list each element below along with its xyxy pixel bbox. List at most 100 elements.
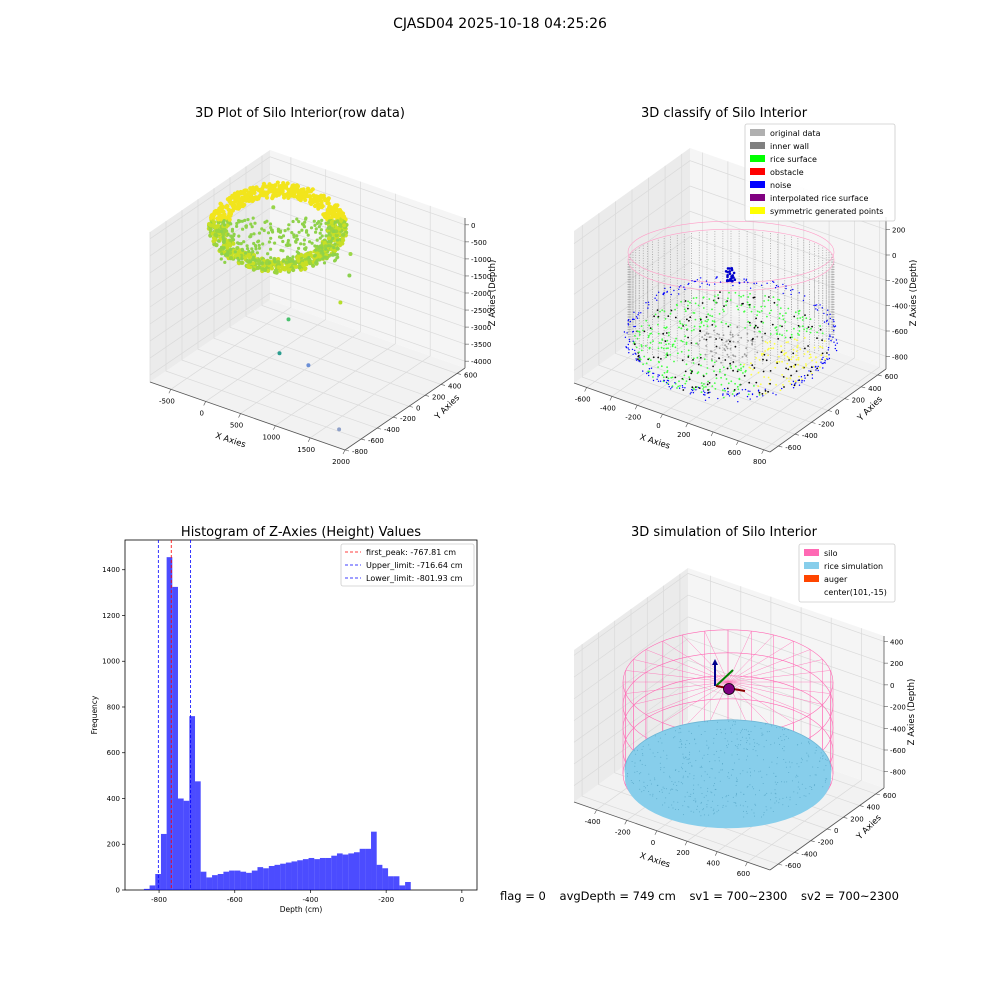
- surface-point: [724, 349, 727, 352]
- data-point: [225, 204, 230, 209]
- rice-mesh-point: [718, 756, 720, 758]
- data-point: [295, 250, 299, 254]
- noise-point: [633, 318, 635, 321]
- x-tick-label: -400: [600, 404, 616, 412]
- data-point: [310, 187, 315, 192]
- data-point: [332, 229, 336, 234]
- rice-mesh-point: [641, 748, 643, 750]
- x-axis-label: X Axies: [638, 433, 671, 452]
- surface-point: [708, 382, 711, 384]
- surface-point: [704, 334, 706, 336]
- surface-point: [680, 327, 683, 329]
- silo-wire: [727, 634, 774, 683]
- data-point: [287, 193, 292, 198]
- surface-point: [661, 339, 664, 341]
- surface-point: [713, 370, 715, 373]
- y-tick-label: -600: [785, 862, 801, 870]
- rice-mesh-point: [697, 784, 699, 786]
- data-point: [268, 261, 272, 265]
- x-tick-mark: [710, 431, 714, 437]
- noise-point: [670, 293, 672, 296]
- noise-point: [638, 360, 640, 362]
- rice-mesh-point: [660, 756, 662, 758]
- rice-mesh-point: [649, 748, 651, 750]
- data-point: [286, 238, 290, 243]
- surface-point: [760, 305, 763, 308]
- legend-swatch: [750, 168, 765, 175]
- x-tick-label: 500: [230, 422, 243, 430]
- surface-point: [785, 377, 788, 380]
- rice-mesh-point: [689, 773, 691, 775]
- noise-point: [701, 282, 703, 284]
- grid-line-y: [165, 221, 362, 440]
- data-point: [253, 221, 257, 225]
- rice-mesh-point: [718, 760, 720, 762]
- rice-mesh-point: [741, 728, 743, 730]
- surface-point: [727, 325, 730, 328]
- rice-mesh-point: [673, 783, 674, 785]
- y-tick-mark: [440, 384, 446, 386]
- rice-mesh-point: [684, 800, 686, 802]
- data-point: [291, 259, 296, 264]
- surface-point: [761, 339, 764, 342]
- noise-point: [811, 377, 814, 379]
- silo-wire: [625, 681, 729, 694]
- rice-mesh-point: [631, 761, 633, 762]
- rice-mesh-point: [695, 760, 697, 762]
- surface-point: [720, 376, 722, 379]
- rice-mesh-point: [795, 776, 797, 778]
- noise-point: [657, 380, 660, 382]
- silo-wire: [727, 681, 823, 705]
- y-tick-mark: [810, 840, 815, 843]
- rice-mesh-point: [705, 795, 707, 797]
- data-point: [235, 224, 239, 228]
- rice-mesh-point: [726, 795, 728, 797]
- rice-mesh-point: [730, 774, 732, 776]
- rice-mesh-point: [761, 732, 763, 734]
- noise-point: [623, 331, 626, 333]
- data-point: [302, 254, 307, 259]
- data-point: [275, 180, 280, 185]
- rice-mesh-point: [744, 729, 746, 730]
- x-tick-mark: [609, 396, 613, 401]
- noise-point: [695, 389, 697, 391]
- rice-mesh-point: [716, 750, 718, 752]
- rice-mesh-point: [796, 763, 798, 765]
- rice-mesh-point: [663, 771, 665, 773]
- surface-point: [750, 373, 753, 376]
- data-point: [239, 260, 244, 265]
- noise-point: [652, 379, 655, 382]
- noise-point: [833, 320, 835, 323]
- surface-point: [694, 386, 697, 388]
- rice-mesh-point: [743, 793, 745, 795]
- x-tick-mark: [660, 414, 663, 419]
- surface-point: [734, 345, 737, 348]
- noise-point: [798, 292, 800, 294]
- surface-point: [674, 346, 677, 349]
- surface-point: [684, 370, 687, 373]
- surface-point: [690, 372, 693, 375]
- rice-mesh-point: [641, 763, 643, 765]
- rice-mesh-point: [745, 801, 747, 802]
- data-point: [313, 244, 317, 248]
- rice-mesh-point: [753, 746, 755, 747]
- grid-line-z: [573, 616, 885, 700]
- noise-point: [664, 287, 666, 290]
- rice-mesh-point: [749, 734, 750, 736]
- surface-point: [702, 307, 705, 309]
- histogram-bar: [388, 876, 394, 890]
- rice-mesh-point: [750, 775, 751, 777]
- noise-point: [826, 358, 828, 360]
- data-point: [219, 257, 223, 261]
- noise-point: [821, 358, 823, 360]
- rice-mesh-point: [681, 743, 682, 745]
- surface-point: [776, 362, 779, 364]
- noise-point: [663, 380, 666, 382]
- surface-point: [680, 350, 683, 353]
- histogram-bar: [291, 861, 298, 890]
- data-point: [281, 239, 285, 244]
- noise-point: [741, 389, 744, 391]
- noise-point: [705, 280, 708, 282]
- surface-point: [749, 367, 752, 369]
- surface-point: [758, 359, 761, 361]
